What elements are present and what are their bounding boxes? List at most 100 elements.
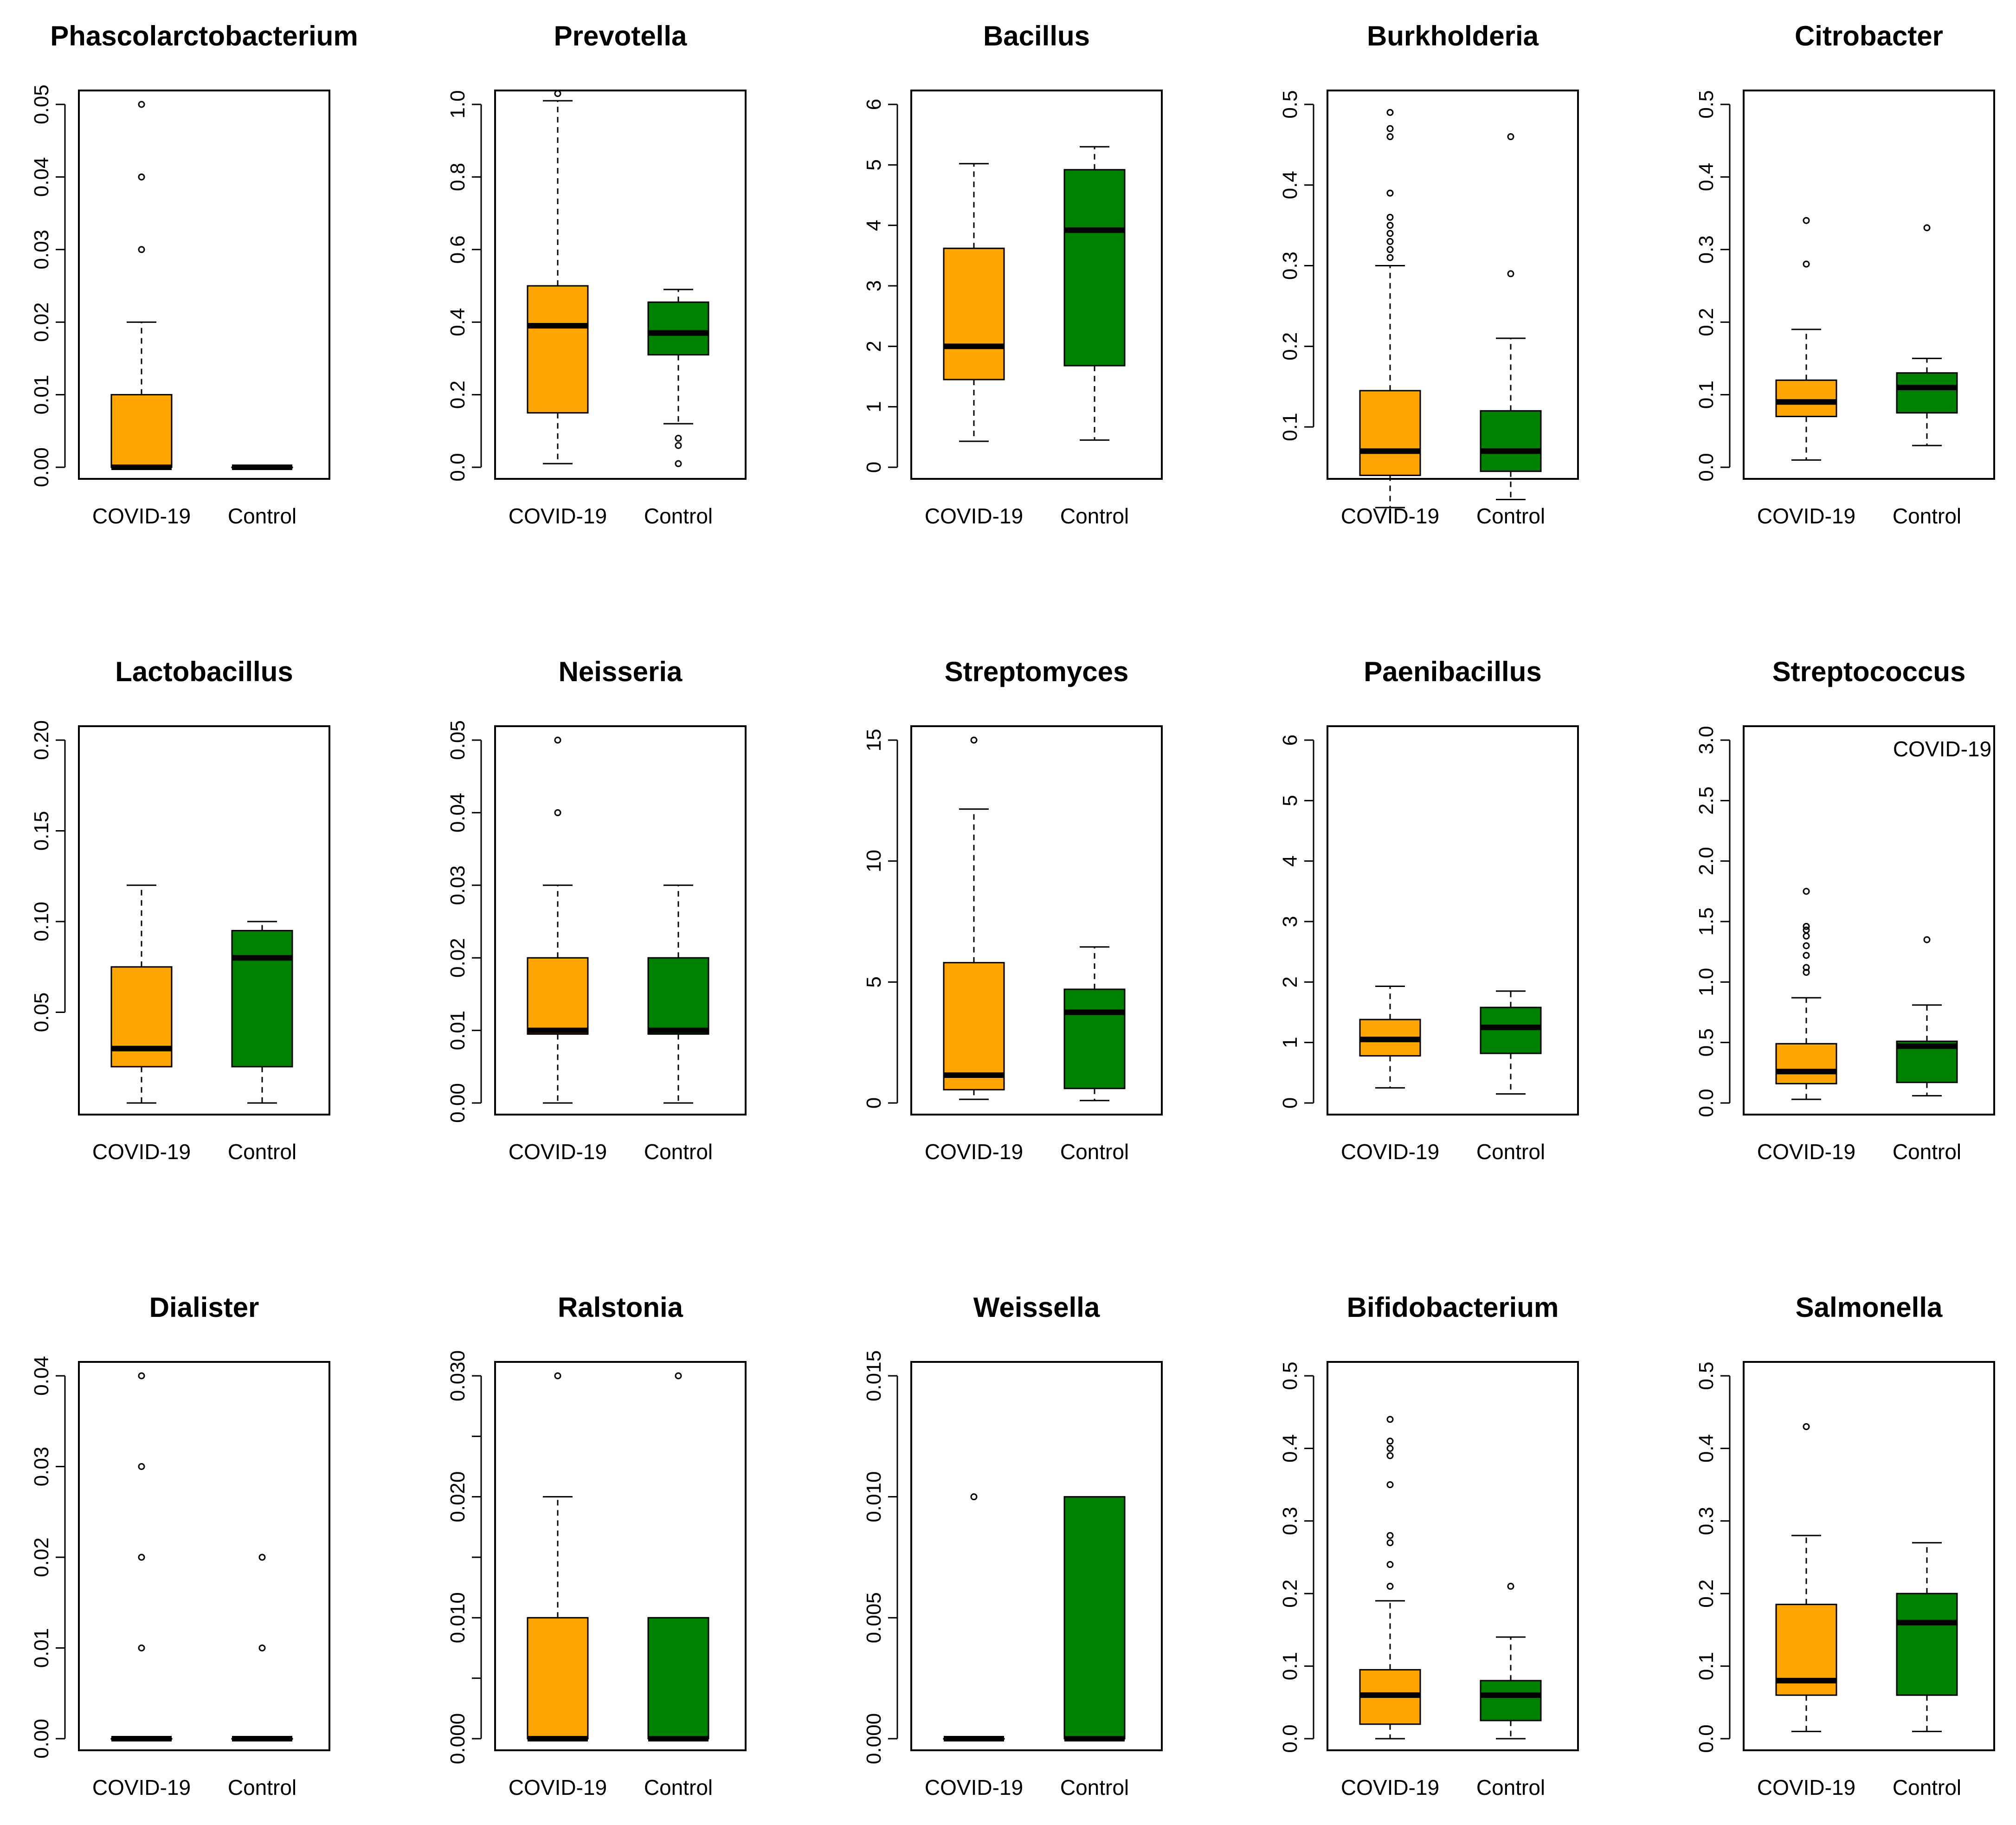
y-tick-label: 0.4	[1279, 171, 1301, 199]
box-covid	[1775, 379, 1837, 418]
outlier-point-covid	[138, 1372, 145, 1380]
y-tick-label: 0.4	[1695, 163, 1718, 191]
box-control	[231, 930, 293, 1068]
group-label-control: Control	[1060, 1140, 1129, 1164]
box-covid	[527, 957, 589, 1035]
group-label-control: Control	[228, 1140, 296, 1164]
y-tick-label: 0.000	[446, 1713, 469, 1764]
outlier-point-covid	[970, 736, 978, 744]
y-tick-label: 0.01	[30, 375, 53, 415]
outlier-point-covid	[1386, 125, 1394, 132]
y-tick-label: 0.20	[30, 720, 53, 760]
box-covid	[527, 1617, 589, 1740]
plot-frame	[494, 90, 747, 480]
outlier-point-covid	[1386, 213, 1394, 221]
y-tick-label: 0.04	[446, 793, 469, 833]
group-label-covid: COVID-19	[92, 1140, 191, 1164]
y-tick-label: 0.2	[446, 380, 469, 409]
y-tick-label: 6	[1279, 735, 1301, 746]
y-tick-label: 0.010	[863, 1471, 885, 1522]
y-tick-label: 1.5	[1695, 907, 1718, 935]
outlier-point-covid	[1386, 246, 1394, 253]
y-tick-label: 0.03	[30, 1447, 53, 1487]
group-label-control: Control	[1060, 504, 1129, 528]
outlier-point-covid	[1386, 238, 1394, 245]
outlier-point-control	[1923, 224, 1931, 232]
y-tick-label: 0.5	[1695, 1028, 1718, 1057]
y-tick-label: 15	[863, 729, 885, 752]
outlier-point-control	[258, 1644, 266, 1651]
y-tick-label: 0.1	[1695, 1652, 1718, 1680]
group-label-covid: COVID-19	[925, 1775, 1023, 1799]
box-control	[1063, 988, 1126, 1090]
group-label-control: Control	[1476, 504, 1545, 528]
y-tick-label: 1	[1279, 1037, 1301, 1048]
outlier-point-control	[675, 442, 682, 449]
panel-streptococcus: Streptococcus 0.0 0.5 1.0 1.5 2.0 2.5 3.0 COVID-…	[1695, 656, 1995, 1164]
outlier-point-covid	[1386, 222, 1394, 229]
box-control	[647, 957, 709, 1035]
y-tick-label: 0.2	[1695, 1580, 1718, 1608]
group-label-covid: COVID-19	[509, 1140, 607, 1164]
outlier-point-covid	[554, 736, 561, 744]
group-label-covid: COVID-19	[1341, 504, 1439, 528]
y-tick-label: 0.010	[446, 1592, 469, 1643]
y-tick-label: 0.10	[30, 902, 53, 942]
outlier-point-covid	[1803, 932, 1810, 940]
outlier-point-covid	[1803, 964, 1810, 971]
outlier-point-covid	[138, 246, 145, 253]
box-covid	[1775, 1043, 1837, 1084]
y-tick-label: 0	[863, 1097, 885, 1109]
y-tick-label: 0.02	[30, 1537, 53, 1577]
panel-citrobacter: Citrobacter 0.0 0.1 0.2 0.3 0.4 0.5 COVID-19 Con…	[1695, 20, 1995, 528]
panel-bacillus: Bacillus 0 1 2 3 4 5 6 COVID-19 Control	[863, 20, 1163, 528]
y-tick-label: 0	[1279, 1097, 1301, 1109]
outlier-point-covid	[1386, 109, 1394, 116]
y-tick-label: 0.03	[30, 230, 53, 270]
plot-frame	[910, 1361, 1163, 1751]
panel-title: Lactobacillus	[115, 656, 293, 687]
outlier-point-control	[675, 434, 682, 442]
panel-weissella: Weissella 0.000 0.005 0.010 0.015 COVID-19 Con…	[863, 1292, 1163, 1799]
y-tick-label: 0.0	[1695, 1089, 1718, 1117]
y-tick-label: 0.2	[1279, 1580, 1301, 1608]
panel-title: Phascolarctobacterium	[50, 20, 358, 52]
panel-title: Dialister	[149, 1292, 259, 1323]
panel-annotation: COVID-19	[1893, 737, 1991, 761]
group-label-control: Control	[1893, 504, 1961, 528]
y-tick-label: 0.3	[1279, 1507, 1301, 1535]
y-tick-label: 0.3	[1695, 235, 1718, 264]
y-tick-label: 0.05	[30, 84, 53, 124]
y-tick-label: 1.0	[1695, 968, 1718, 996]
box-control	[1896, 372, 1958, 414]
y-tick-label: 0.0	[1695, 1724, 1718, 1753]
y-tick-label: 0.2	[1695, 308, 1718, 336]
group-label-control: Control	[644, 1775, 713, 1799]
plot-frame	[910, 90, 1163, 480]
outlier-point-covid	[138, 173, 145, 181]
group-label-control: Control	[228, 1775, 296, 1799]
plot-frame	[910, 725, 1163, 1116]
plot-frame	[494, 1361, 747, 1751]
y-tick-label: 5	[1279, 795, 1301, 806]
panel-paenibacillus: Paenibacillus 0 1 2 3 4 5 6 COVID-19 Control	[1279, 656, 1579, 1164]
outlier-point-covid	[1386, 1416, 1394, 1423]
group-label-covid: COVID-19	[925, 504, 1023, 528]
y-tick-label: 0.6	[446, 235, 469, 264]
outlier-point-control	[1923, 936, 1931, 943]
outlier-point-covid	[1386, 133, 1394, 141]
outlier-point-covid	[138, 1554, 145, 1561]
outlier-point-covid	[554, 809, 561, 816]
y-tick-label: 0.0	[1695, 453, 1718, 481]
y-tick-label: 3.0	[1695, 726, 1718, 754]
outlier-point-control	[1507, 270, 1514, 277]
outlier-point-control	[675, 1372, 682, 1380]
y-tick-label: 0.05	[446, 720, 469, 760]
y-tick-label: 0.00	[30, 1719, 53, 1759]
y-tick-label: 0.2	[1279, 332, 1301, 361]
panel-title: Bifidobacterium	[1347, 1292, 1559, 1323]
y-tick-label: 0.1	[1279, 1652, 1301, 1680]
outlier-point-covid	[554, 90, 561, 97]
group-label-control: Control	[1476, 1775, 1545, 1799]
outlier-point-covid	[1803, 926, 1810, 934]
